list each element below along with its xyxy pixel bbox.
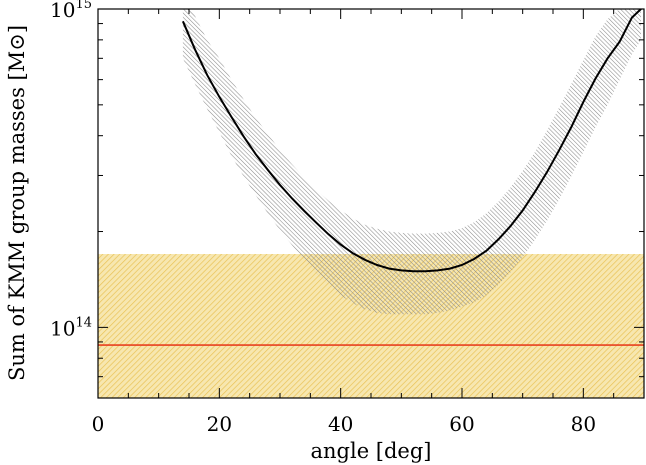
y-tick-label: 1014 [50,315,92,340]
y-axis-ticks: 1015 1014 [50,0,644,378]
y-axis-label: Sum of KMM group masses [M⊙] [5,25,29,381]
x-tick-label: 20 [207,412,232,436]
x-axis-ticks: 0 20 40 60 80 [92,9,645,436]
x-tick-label: 80 [571,412,596,436]
central-mass-curve [181,9,642,273]
uncertainty-band [182,9,641,315]
x-tick-label: 60 [449,412,474,436]
x-tick-label: 40 [328,412,353,436]
y-tick-label: 1015 [50,0,92,22]
x-tick-label: 0 [92,412,105,436]
x-axis-label: angle [deg] [310,439,431,463]
